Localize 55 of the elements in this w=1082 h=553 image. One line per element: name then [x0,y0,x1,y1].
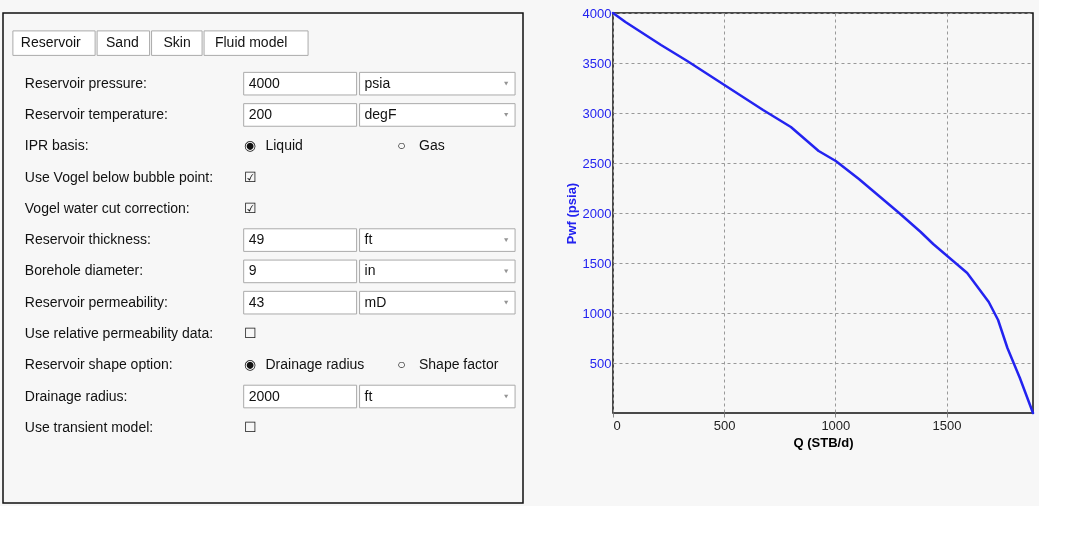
text: Reservoir [20,34,82,51]
text: Use Vogel below bubble point: [24,168,214,185]
text: ☐ [243,324,257,341]
x-tick-label: 1500 [932,417,962,433]
text: Use transient model: [24,418,154,435]
text: Liquid [265,137,303,154]
y-tick-label: 3500 [582,55,612,71]
text: Drainage radius [265,356,365,373]
text: degF [364,105,397,122]
text: 2000 [248,387,280,404]
y-axis-title: Pwf (psia) [563,182,579,245]
y-tick-label: 1500 [582,255,612,271]
text: Fluid model [214,34,288,51]
text: in [364,262,376,279]
text: 200 [248,105,273,122]
text: Shape factor [419,356,499,373]
text: psia [364,74,391,91]
text: Reservoir temperature: [24,105,168,122]
text: 49 [248,231,265,248]
text: ☑ [243,168,257,185]
y-tick-label: 2000 [582,205,612,221]
x-axis-title: Q (STB/d) [793,434,854,450]
text: ◉ [243,356,256,373]
text: Gas [419,137,445,154]
y-tick-label: 3000 [582,105,612,121]
text: ☑ [243,199,257,216]
text: IPR basis: [24,137,89,154]
text: Reservoir shape option: [24,356,173,373]
y-tick-label: 2500 [582,155,612,171]
x-tick-label: 500 [713,417,736,433]
text: ◉ [243,137,256,154]
text: Reservoir pressure: [24,74,147,91]
x-tick-label: 0 [613,417,621,433]
line-series [611,11,1035,415]
text: Reservoir thickness: [24,231,151,248]
text: mD [364,293,387,310]
text: Borehole diameter: [24,262,144,279]
y-tick-label: 500 [589,355,612,371]
text: Drainage radius: [24,387,128,404]
x-tick-label: 1000 [821,417,851,433]
text: ft [364,387,373,404]
text: Reservoir permeability: [24,293,168,310]
text: ○ [397,137,406,154]
text: ○ [397,356,406,373]
text: 9 [248,262,257,279]
text: Use relative permeability data: [24,324,214,341]
text: 43 [248,293,265,310]
text: Skin [163,34,191,51]
text: ft [364,231,373,248]
y-tick-label: 4000 [582,5,612,21]
text: ☐ [243,418,257,435]
text: Sand [106,34,139,51]
y-tick-label: 1000 [582,305,612,321]
text: Vogel water cut correction: [24,199,190,216]
text: 4000 [248,74,280,91]
